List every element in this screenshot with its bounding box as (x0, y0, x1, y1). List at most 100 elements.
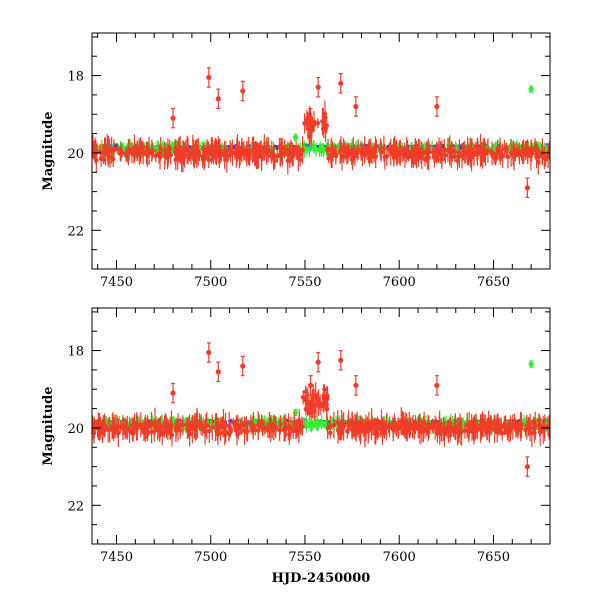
data-point (478, 424, 484, 429)
data-point (432, 152, 438, 158)
data-point (206, 74, 212, 81)
data-point (349, 148, 354, 154)
data-point (374, 432, 380, 438)
data-point (316, 423, 321, 428)
plot-area (92, 67, 550, 199)
data-point (466, 428, 471, 433)
data-point (180, 154, 186, 160)
data-point (158, 146, 164, 152)
data-point (303, 397, 308, 403)
data-point (177, 147, 183, 153)
data-point (129, 430, 135, 436)
data-point (374, 144, 379, 149)
data-point (337, 149, 343, 155)
series-red (92, 67, 550, 199)
data-point (536, 159, 541, 165)
data-point (498, 424, 504, 429)
x-tick-label: 7650 (477, 550, 510, 565)
data-point (297, 157, 303, 162)
x-tick-label: 7550 (288, 275, 321, 290)
data-point (214, 151, 220, 157)
data-point (514, 427, 520, 432)
data-point (351, 428, 357, 433)
data-point (146, 148, 152, 154)
data-point (173, 146, 178, 151)
data-point (482, 147, 487, 153)
data-point (496, 149, 502, 155)
data-point (489, 150, 494, 155)
y-tick-label: 20 (67, 147, 84, 162)
data-point (379, 426, 385, 432)
data-point (456, 427, 462, 433)
data-point (204, 148, 210, 153)
data-point (372, 422, 378, 428)
data-point (234, 428, 240, 434)
data-point (246, 148, 252, 154)
plot-frame (91, 307, 551, 545)
data-point (450, 426, 456, 432)
data-point (521, 418, 527, 424)
x-tick-label: 7650 (477, 275, 510, 290)
data-point (164, 423, 170, 428)
data-point (126, 147, 132, 152)
data-point (353, 382, 359, 388)
data-point (513, 152, 518, 157)
data-point (132, 148, 138, 154)
data-point (475, 149, 480, 154)
data-point (214, 421, 220, 426)
data-point (224, 156, 230, 162)
data-point (508, 426, 513, 431)
data-point (170, 390, 176, 396)
data-point (170, 115, 176, 121)
y-tick-label: 18 (67, 70, 84, 85)
data-point (240, 88, 246, 94)
data-point (222, 432, 228, 437)
data-point (308, 382, 314, 388)
data-point (267, 423, 272, 429)
data-point (258, 151, 264, 157)
data-point (203, 422, 209, 428)
data-point (220, 424, 226, 430)
data-point (307, 410, 313, 416)
x-tick-label: 7500 (194, 550, 227, 565)
data-point (322, 386, 327, 392)
data-point (443, 152, 448, 158)
data-point (100, 430, 105, 435)
data-point (162, 152, 168, 158)
data-point (336, 429, 342, 435)
data-point (446, 428, 451, 434)
data-point (352, 423, 358, 429)
data-point (536, 154, 542, 160)
data-point (495, 418, 501, 423)
data-point (218, 152, 223, 157)
data-point (532, 430, 537, 435)
data-point (316, 403, 321, 409)
data-point (143, 425, 149, 430)
y-tick-label: 22 (67, 224, 84, 239)
data-point (262, 145, 267, 150)
data-point (448, 154, 454, 160)
x-tick-label: 7600 (383, 550, 416, 565)
data-point (235, 150, 241, 155)
data-point (207, 428, 212, 434)
data-point (488, 422, 494, 428)
data-point (228, 150, 234, 156)
data-point (341, 145, 346, 151)
data-point (492, 427, 497, 433)
data-point (173, 428, 179, 433)
data-point (119, 150, 125, 155)
data-point (290, 154, 296, 159)
data-point (241, 148, 247, 154)
data-point (364, 150, 370, 156)
data-point (485, 148, 491, 153)
data-point (310, 395, 316, 401)
data-point (111, 146, 117, 152)
data-point (362, 430, 368, 436)
data-point (325, 146, 331, 152)
data-point (465, 148, 470, 154)
data-point (536, 418, 542, 423)
data-point (177, 427, 183, 433)
data-point (304, 424, 309, 429)
data-point (254, 153, 260, 158)
data-point (238, 424, 244, 430)
